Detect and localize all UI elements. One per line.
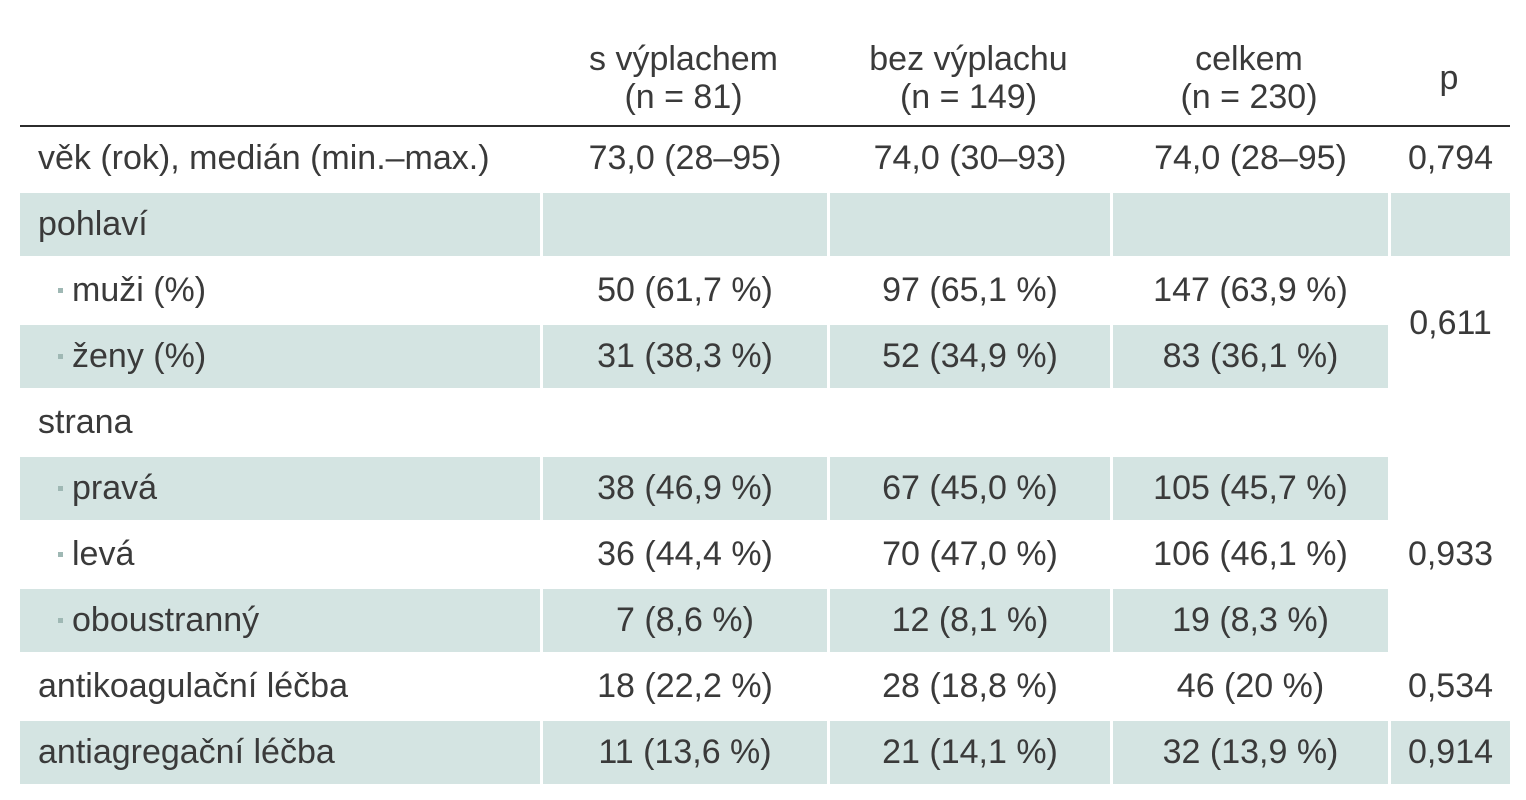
- table-header: s výplachem (n = 81) bez výplachu (n = 149…: [20, 30, 1510, 127]
- bullet-icon: [58, 617, 63, 623]
- cell-total: 32 (13,9 %): [1110, 721, 1388, 787]
- row-label: ženy (%): [20, 325, 540, 391]
- table-row: oboustranný 7 (8,6 %) 12 (8,1 %) 19 (8,3…: [20, 589, 1510, 655]
- header-p-label: p: [1439, 58, 1459, 97]
- cell-with-lavage: 18 (22,2 %): [540, 655, 827, 721]
- header-with-lavage: s výplachem (n = 81): [540, 30, 827, 127]
- header-with-lavage-title: s výplachem: [589, 39, 778, 78]
- row-label-text: muži (%): [72, 271, 207, 309]
- table-row: muži (%) 50 (61,7 %) 97 (65,1 %) 147 (63…: [20, 259, 1510, 391]
- cell-without-lavage: 67 (45,0 %): [827, 457, 1110, 523]
- cell-without-lavage: 70 (47,0 %): [827, 523, 1110, 589]
- cell-total: 19 (8,3 %): [1110, 589, 1388, 655]
- cell-without-lavage: 21 (14,1 %): [827, 721, 1110, 787]
- cell-with-lavage: 11 (13,6 %): [540, 721, 827, 787]
- table-row: ženy (%) 31 (38,3 %) 52 (34,9 %) 83 (36,…: [20, 325, 1510, 391]
- cell-empty: [540, 391, 827, 457]
- row-label-text: oboustranný: [72, 601, 260, 639]
- table-row: věk (rok), medián (min.–max.) 73,0 (28–9…: [20, 127, 1510, 193]
- cell-without-lavage: 52 (34,9 %): [827, 325, 1110, 391]
- table-row: levá 36 (44,4 %) 70 (47,0 %) 106 (46,1 %…: [20, 523, 1510, 589]
- cell-empty: [1388, 193, 1510, 259]
- table-row: antiagregační léčba 11 (13,6 %) 21 (14,1…: [20, 721, 1510, 787]
- section-label: pohlaví: [20, 193, 540, 259]
- bullet-icon: [58, 485, 63, 491]
- cell-without-lavage: 97 (65,1 %): [827, 259, 1110, 325]
- cell-p-merged: 0,933: [1388, 457, 1510, 655]
- table-row: pravá 38 (46,9 %) 67 (45,0 %) 105 (45,7 …: [20, 457, 1510, 655]
- cell-total: 46 (20 %): [1110, 655, 1388, 721]
- table-row: antikoagulační léčba 18 (22,2 %) 28 (18,…: [20, 655, 1510, 721]
- cell-without-lavage: 12 (8,1 %): [827, 589, 1110, 655]
- cell-total: 83 (36,1 %): [1110, 325, 1388, 391]
- cell-p: 0,914: [1388, 721, 1510, 787]
- cell-empty: [827, 391, 1110, 457]
- cell-empty: [1388, 391, 1510, 457]
- bullet-icon: [58, 353, 63, 359]
- cell-empty: [540, 193, 827, 259]
- row-label: antikoagulační léčba: [20, 655, 540, 721]
- header-p: p: [1388, 30, 1510, 127]
- row-label-text: levá: [72, 535, 135, 573]
- header-without-lavage-title: bez výplachu: [869, 39, 1068, 78]
- cell-with-lavage: 7 (8,6 %): [540, 589, 827, 655]
- cell-empty: [827, 193, 1110, 259]
- row-label-text: ženy (%): [72, 337, 207, 375]
- row-label: pravá: [20, 457, 540, 523]
- header-total-n: (n = 230): [1180, 77, 1318, 116]
- bullet-icon: [58, 551, 63, 557]
- row-label: oboustranný: [20, 589, 540, 655]
- header-row: s výplachem (n = 81) bez výplachu (n = 149…: [20, 30, 1510, 127]
- table-row: strana: [20, 391, 1510, 457]
- header-total: celkem (n = 230): [1110, 30, 1388, 127]
- data-table: s výplachem (n = 81) bez výplachu (n = 149…: [20, 30, 1510, 787]
- row-label: věk (rok), medián (min.–max.): [20, 127, 540, 193]
- header-total-title: celkem: [1195, 39, 1303, 78]
- cell-total: 105 (45,7 %): [1110, 457, 1388, 523]
- cell-total: 74,0 (28–95): [1110, 127, 1388, 193]
- cell-with-lavage: 38 (46,9 %): [540, 457, 827, 523]
- header-without-lavage-n: (n = 149): [899, 77, 1038, 116]
- cell-empty: [1110, 193, 1388, 259]
- cell-empty: [1110, 391, 1388, 457]
- row-label: antiagregační léčba: [20, 721, 540, 787]
- cell-without-lavage: 74,0 (30–93): [827, 127, 1110, 193]
- header-with-lavage-n: (n = 81): [624, 77, 743, 116]
- cell-total: 106 (46,1 %): [1110, 523, 1388, 589]
- cell-p-merged: 0,611: [1388, 259, 1510, 391]
- section-label: strana: [20, 391, 540, 457]
- bullet-icon: [58, 287, 63, 293]
- cell-with-lavage: 36 (44,4 %): [540, 523, 827, 589]
- cell-p: 0,794: [1388, 127, 1510, 193]
- row-label-text: pravá: [72, 469, 158, 507]
- row-label: levá: [20, 523, 540, 589]
- header-empty: [20, 30, 540, 127]
- cell-without-lavage: 28 (18,8 %): [827, 655, 1110, 721]
- cell-with-lavage: 31 (38,3 %): [540, 325, 827, 391]
- cell-p: 0,534: [1388, 655, 1510, 721]
- header-without-lavage: bez výplachu (n = 149): [827, 30, 1110, 127]
- cell-total: 147 (63,9 %): [1110, 259, 1388, 325]
- row-label: muži (%): [20, 259, 540, 325]
- cell-with-lavage: 73,0 (28–95): [540, 127, 827, 193]
- table-row: pohlaví: [20, 193, 1510, 259]
- cell-with-lavage: 50 (61,7 %): [540, 259, 827, 325]
